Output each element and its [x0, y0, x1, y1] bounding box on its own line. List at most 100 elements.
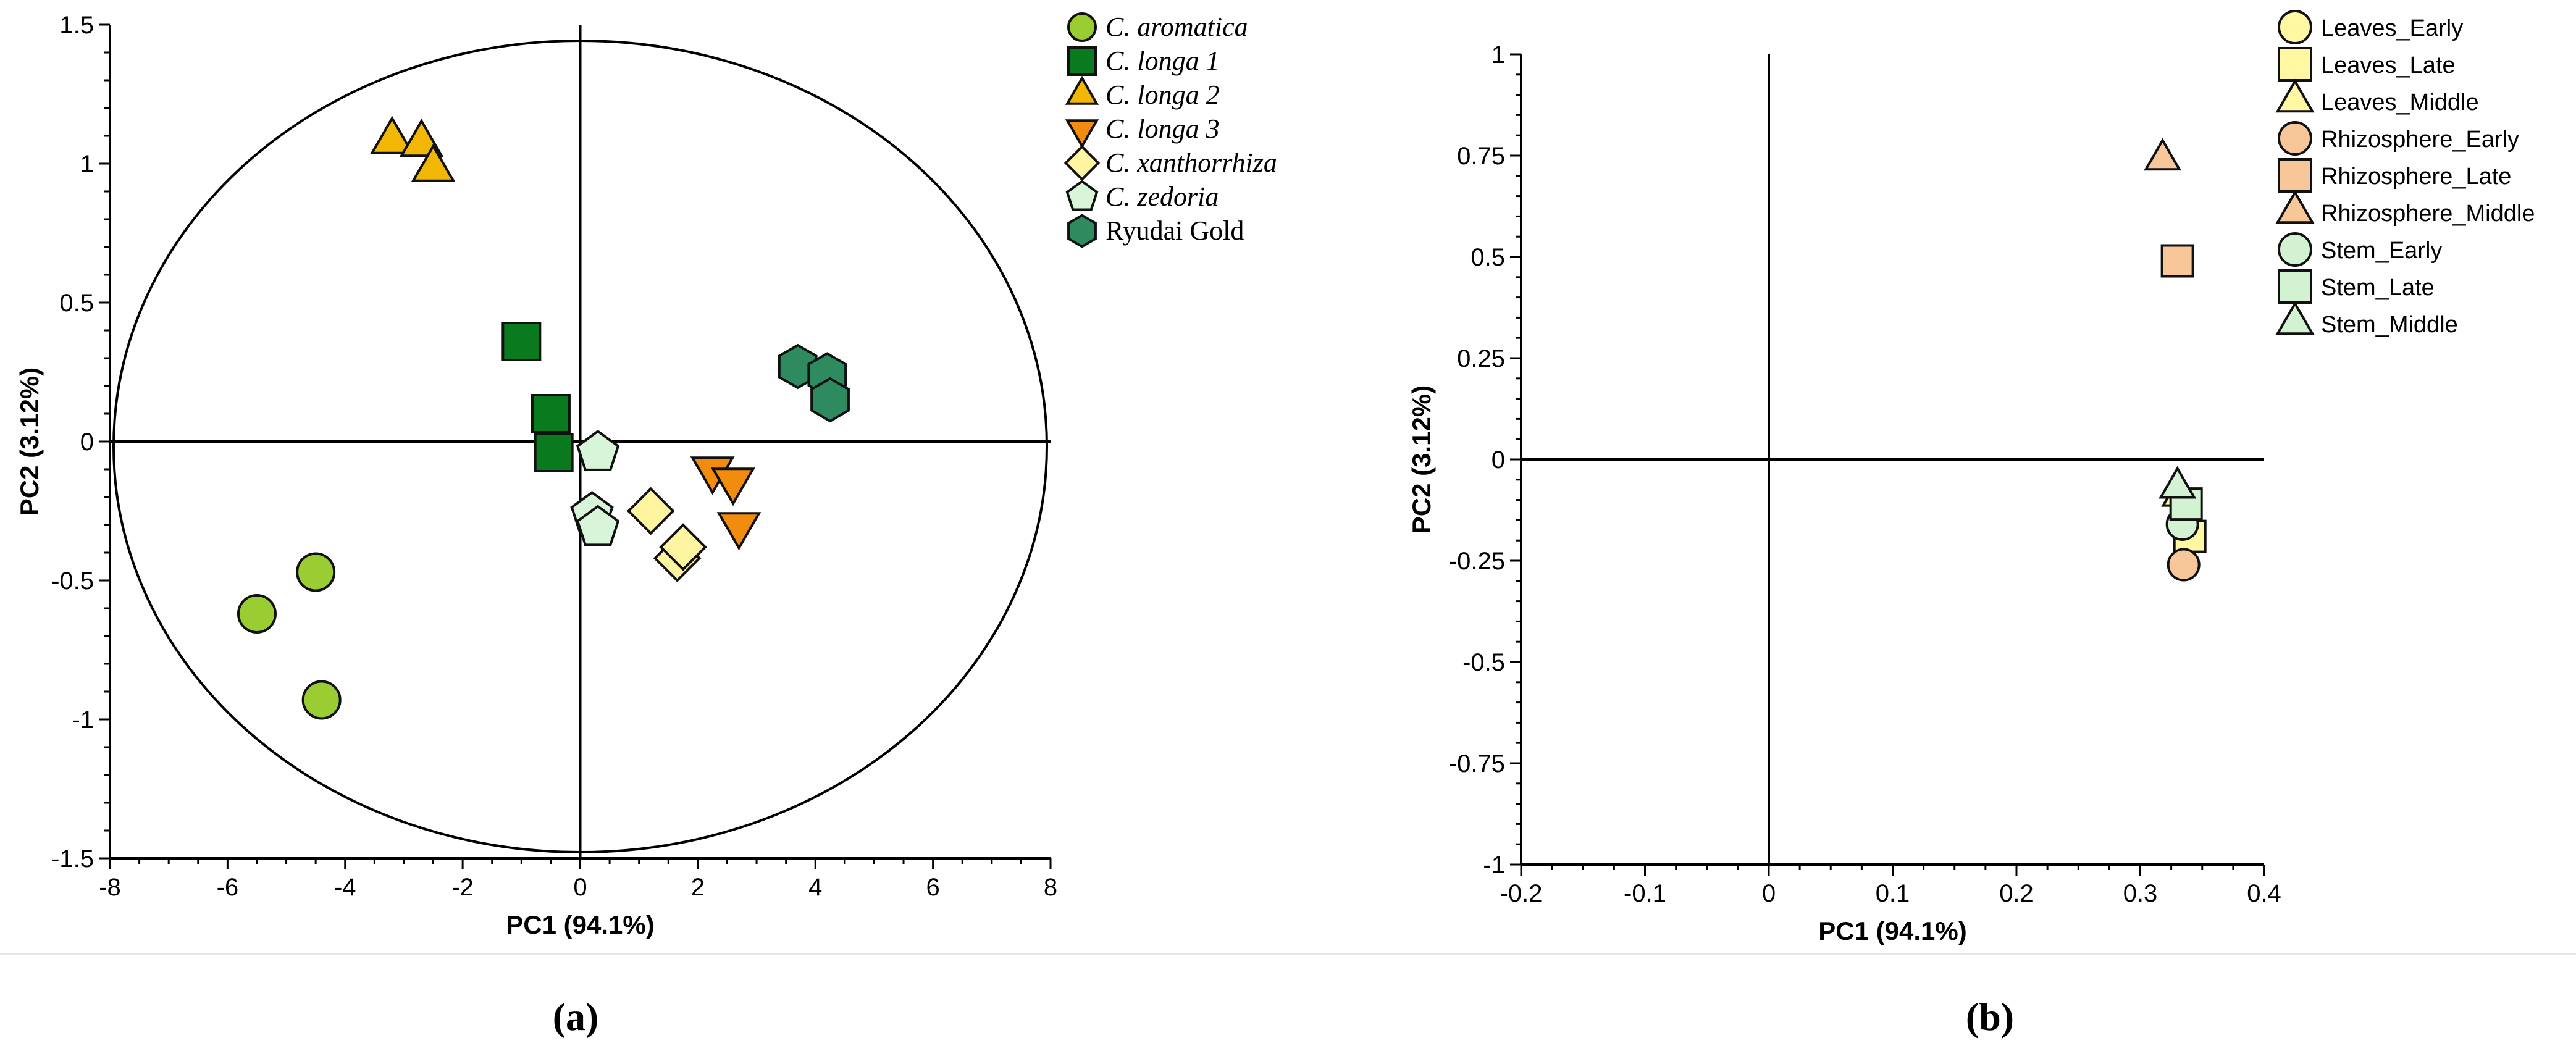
panel-a: -8 -6 -4 -2 0 2 4 6 8 1.5 1 0.5 0 -0.5 -1 -1.5 PC1 (94.1…	[15, 12, 1277, 1039]
data-point	[501, 322, 542, 361]
x-tick-label: -2	[451, 874, 474, 901]
x-tick-label: -0.2	[1500, 880, 1543, 907]
x-tick-label: 0	[1762, 880, 1776, 907]
x-axis-title: PC1 (94.1%)	[1818, 916, 1966, 945]
legend-marker	[1065, 180, 1099, 211]
y-tick-label: -1.5	[51, 845, 94, 873]
y-tick-label: -1	[72, 706, 94, 734]
data-point	[237, 594, 277, 634]
legend-marker	[2278, 269, 2312, 304]
y-tick-label: 0	[1491, 446, 1505, 474]
series-c-longa-2	[369, 115, 456, 182]
series-c-aromatica	[237, 552, 342, 720]
y-tick-label: -0.25	[1449, 548, 1505, 575]
series-rhizosphere-early	[2167, 548, 2201, 582]
series-c-longa-3	[690, 456, 761, 551]
legend-marker	[2278, 158, 2312, 193]
legend-marker	[2278, 47, 2312, 82]
data-point	[411, 143, 456, 182]
legend-marker	[1067, 46, 1097, 76]
x-tick-label: 0.2	[1999, 880, 2034, 907]
series-c-longa-1	[501, 322, 574, 472]
legend-label: Stem_Middle	[2321, 312, 2458, 338]
legend-label: C. longa 1	[1105, 46, 1220, 76]
legend-label: Rhizosphere_Early	[2321, 127, 2519, 153]
legend-label: Ryudai Gold	[1105, 216, 1244, 246]
y-tick-label: -1	[1483, 852, 1505, 879]
legend-item-stem-late: Stem_Late	[2278, 269, 2435, 304]
y-tick-label: 0.25	[1457, 345, 1505, 372]
legend-item-c-longa-3: C. longa 3	[1065, 114, 1220, 149]
series-c-xanthorrhiza	[626, 487, 707, 582]
panel-b: -0.2 -0.1 0 0.1 0.2 0.3 0.4 1 0.75 0.5 0.25 0 -0.25 -…	[1407, 10, 2535, 1039]
legend-marker	[2277, 10, 2313, 44]
data-point	[716, 512, 761, 551]
data-point	[626, 487, 675, 535]
legend-label: C. aromatica	[1105, 12, 1248, 42]
x-tick-label: 0	[573, 874, 587, 901]
data-point	[301, 680, 342, 720]
series-c-zedoria	[570, 430, 620, 546]
data-point	[2144, 138, 2182, 171]
data-point	[534, 433, 574, 472]
data-point	[2160, 244, 2194, 278]
series-rhizosphere-middle	[2144, 138, 2182, 171]
legend-marker	[2275, 78, 2315, 113]
x-tick-label: 0.4	[2247, 880, 2281, 907]
legend-label: Leaves_Late	[2321, 52, 2456, 78]
legend-item-c-aromatica: C. aromatica	[1067, 12, 1248, 42]
panel-label: (a)	[553, 995, 599, 1039]
data-point	[2167, 548, 2201, 582]
legend-item-rhizosphere-middle: Rhizosphere_Middle	[2275, 190, 2535, 227]
legend-item-leaves-late: Leaves_Late	[2278, 47, 2456, 82]
series-stem-middle	[2159, 466, 2197, 499]
legend-item-c-longa-2: C. longa 2	[1065, 75, 1220, 110]
y-axis-title: PC2 (3.12%)	[15, 367, 44, 516]
legend-item-leaves-early: Leaves_Early	[2277, 10, 2463, 44]
data-point	[576, 505, 620, 546]
y-tick-label: 0.5	[59, 290, 94, 317]
legend-marker	[1065, 75, 1099, 105]
legend-item-rhizosphere-early: Rhizosphere_Early	[2277, 121, 2519, 156]
legend-item-stem-middle: Stem_Middle	[2275, 301, 2458, 338]
legend-marker	[2275, 190, 2315, 224]
legend-label: Leaves_Early	[2321, 15, 2463, 41]
y-tick-label: 1.5	[59, 12, 94, 39]
legend-label: C. longa 2	[1105, 80, 1220, 110]
legend-label: Rhizosphere_Late	[2321, 164, 2511, 190]
data-point	[369, 115, 414, 154]
y-tick-label: 0.75	[1457, 143, 1505, 170]
legend-marker	[2277, 121, 2313, 156]
data-point	[531, 394, 571, 433]
x-axis-title: PC1 (94.1%)	[506, 910, 654, 939]
data-point	[659, 523, 707, 571]
series-rhizosphere-late	[2160, 244, 2194, 278]
legend-item-leaves-middle: Leaves_Middle	[2275, 78, 2479, 115]
legend-item-c-longa-1: C. longa 1	[1067, 46, 1220, 76]
legend-label: Rhizosphere_Middle	[2321, 201, 2535, 227]
x-tick-label: 4	[808, 874, 822, 901]
x-tick-label: 2	[691, 874, 705, 901]
x-tick-label: -4	[334, 874, 356, 901]
x-tick-label: 8	[1044, 874, 1057, 901]
x-tick-label: 0.3	[2123, 880, 2158, 907]
y-tick-label: 0.5	[1471, 244, 1505, 271]
y-tick-label: -0.75	[1449, 750, 1505, 777]
panel-label: (b)	[1966, 995, 2014, 1039]
legend-label: C. xanthorrhiza	[1105, 148, 1277, 178]
legend-item-c-xanthorrhiza: C. xanthorrhiza	[1064, 144, 1277, 182]
legend-label: C. longa 3	[1105, 114, 1220, 144]
x-tick-label: -6	[217, 874, 239, 901]
legend-marker	[1064, 144, 1101, 182]
legend-item-stem-early: Stem_Early	[2277, 232, 2442, 267]
y-tick-label: 1	[80, 151, 94, 178]
y-tick-label: 0	[80, 429, 94, 456]
data-point	[711, 467, 755, 506]
x-tick-label: 0.1	[1876, 880, 1910, 907]
y-tick-label: -0.5	[51, 567, 94, 595]
data-point	[2159, 466, 2197, 499]
legend-item-rhizosphere-late: Rhizosphere_Late	[2278, 158, 2511, 193]
legend-label: Stem_Early	[2321, 238, 2442, 264]
legend-marker	[1067, 214, 1097, 248]
